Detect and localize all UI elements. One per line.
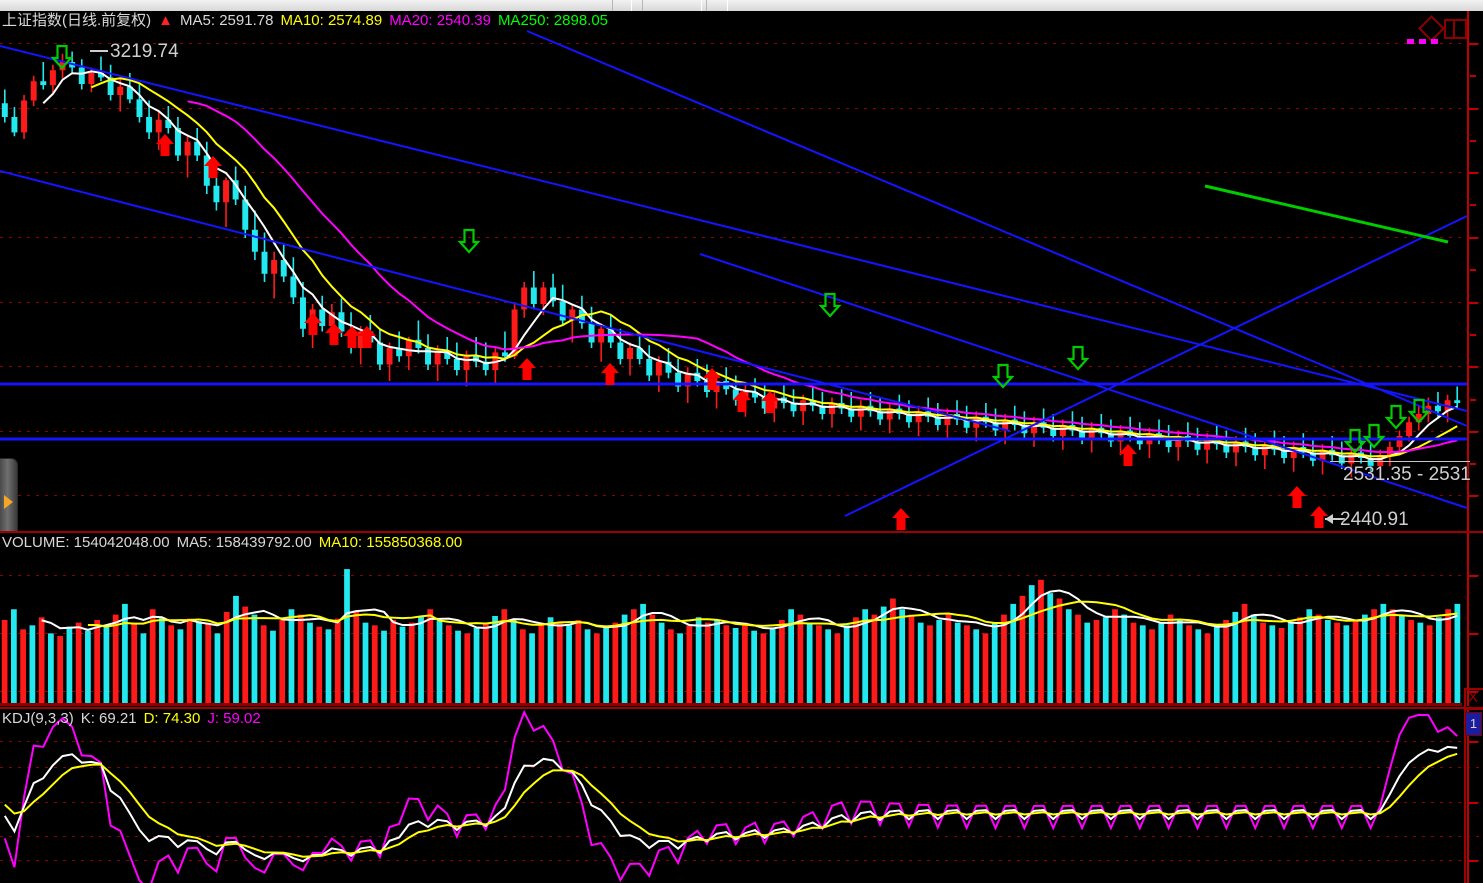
low-price-label: 2440.91	[1340, 509, 1409, 530]
panel-divider	[0, 531, 1483, 533]
symbol-title: 上证指数(日线.前复权)	[2, 12, 152, 29]
ma10-readout: MA10: 2574.89	[280, 12, 383, 29]
ma5-readout: MA5: 2591.78	[180, 12, 274, 29]
range-price-label: 2531.35 - 2531	[1343, 464, 1471, 485]
kdj-panel-header: KDJ(9,3,3) K: 69.21 D: 74.30 J: 59.02	[2, 710, 268, 727]
right-triangle-icon	[4, 495, 13, 509]
sidebar-expand-handle[interactable]	[0, 458, 18, 531]
volume-panel-header: VOLUME: 154042048.00 MA5: 158439792.00 MA1…	[2, 534, 469, 551]
kdj-axis	[1467, 709, 1469, 883]
toolbar-segment[interactable]	[612, 0, 632, 11]
right-rail-divider	[1464, 688, 1483, 690]
volume-ma10-readout: MA10: 155850368.00	[318, 534, 463, 551]
kdj-series-canvas	[3, 709, 1458, 883]
price-axis	[1467, 11, 1469, 531]
dashes-icon[interactable]	[1407, 39, 1441, 44]
ma250-readout: MA250: 2898.05	[497, 12, 609, 29]
price-panel-header: 上证指数(日线.前复权) ▲ MA5: 2591.78 MA10: 2574.89 MA…	[2, 12, 615, 29]
trendline-overlay[interactable]	[0, 11, 1483, 531]
right-rail-divider	[1464, 688, 1466, 883]
toolbar-segment[interactable]	[642, 0, 702, 11]
kdj-j-readout: J: 59.02	[207, 710, 261, 727]
label-leader-lines	[90, 50, 1345, 524]
kdj-title: KDJ(9,3,3)	[2, 710, 74, 727]
volume-panel[interactable]: VOLUME: 154042048.00 MA5: 158439792.00 MA1…	[0, 533, 1483, 706]
kdj-k-readout: K: 69.21	[80, 710, 137, 727]
price-chart-panel[interactable]: 上证指数(日线.前复权) ▲ MA5: 2591.78 MA10: 2574.89 MA…	[0, 11, 1483, 531]
close-icon[interactable]: X	[1467, 689, 1478, 706]
page-number-badge[interactable]: 1	[1465, 712, 1482, 736]
volume-axis	[1467, 533, 1469, 706]
high-price-label: 3219.74	[110, 41, 179, 62]
split-window-icon[interactable]	[1444, 19, 1467, 39]
volume-ma5-readout: MA5: 158439792.00	[176, 534, 312, 551]
volume-gridlines	[0, 533, 1483, 706]
toolbar-segment[interactable]	[706, 0, 728, 11]
kdj-panel[interactable]: KDJ(9,3,3) K: 69.21 D: 74.30 J: 59.02	[0, 709, 1483, 883]
volume-readout: VOLUME: 154042048.00	[2, 534, 170, 551]
signal-arrow-overlay	[50, 44, 1431, 530]
price-gridlines	[0, 11, 1483, 531]
panel-divider	[0, 707, 1483, 709]
right-rail-divider	[1464, 708, 1483, 710]
trend-up-icon: ▲	[158, 12, 174, 29]
volume-series-canvas	[0, 569, 1462, 706]
kdj-d-readout: D: 74.30	[143, 710, 201, 727]
range-marker-line	[1330, 461, 1470, 462]
ma20-readout: MA20: 2540.39	[389, 12, 491, 29]
